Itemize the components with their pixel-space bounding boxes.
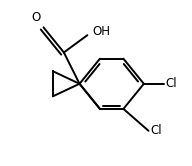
Text: O: O — [32, 11, 41, 24]
Text: OH: OH — [93, 25, 111, 38]
Text: Cl: Cl — [166, 77, 177, 90]
Text: Cl: Cl — [150, 124, 162, 137]
